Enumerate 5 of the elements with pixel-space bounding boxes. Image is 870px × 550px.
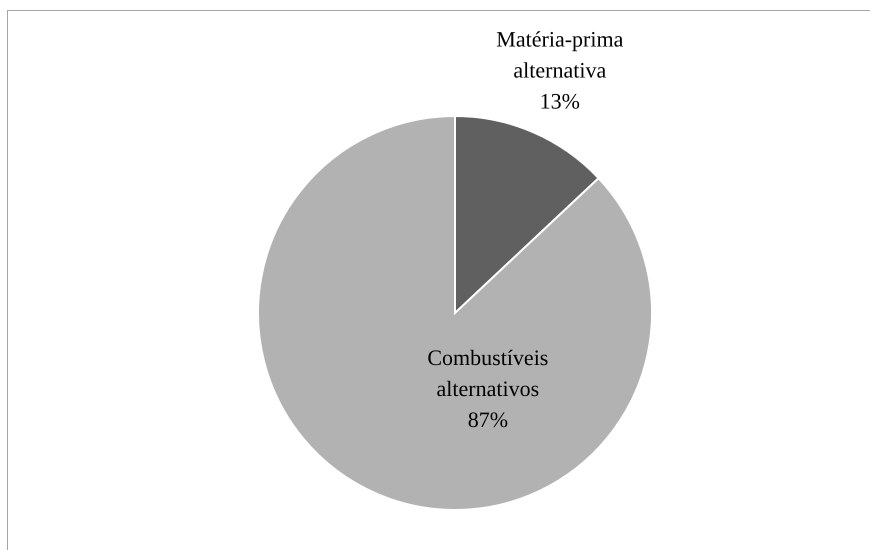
slice-label: Matéria-prima alternativa bbox=[496, 26, 624, 83]
pie-slice bbox=[257, 115, 653, 511]
data-label: 87% bbox=[468, 406, 508, 432]
slice-label: Combustíveis alternativos bbox=[427, 344, 548, 401]
data-label: 13% bbox=[540, 88, 580, 114]
